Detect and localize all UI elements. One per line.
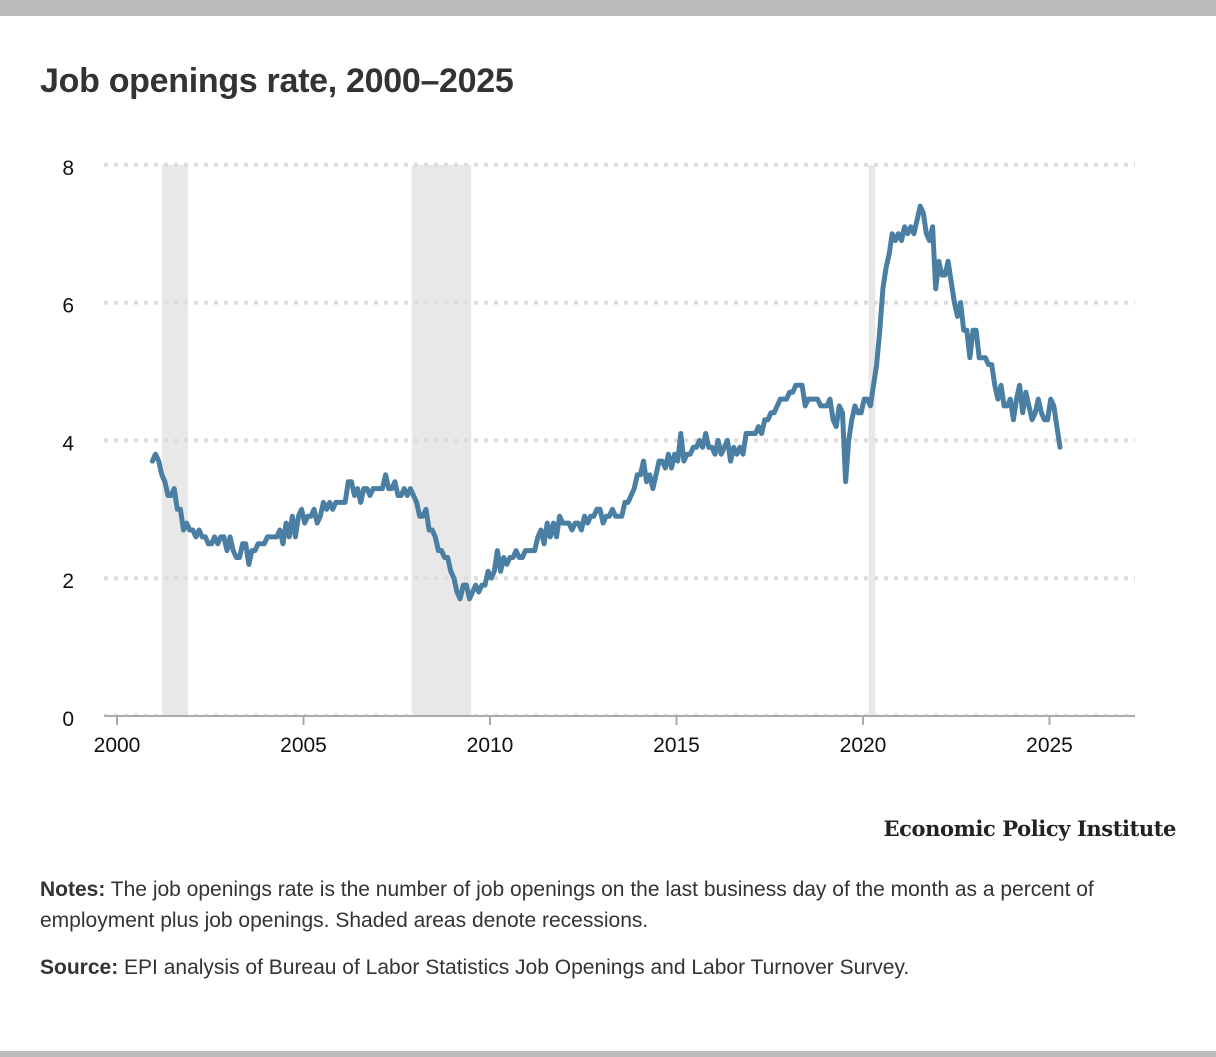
notes-text: The job openings rate is the number of j… (40, 878, 1094, 932)
x-tick-label: 2000 (94, 734, 141, 757)
y-tick-label: 4 (62, 432, 74, 455)
notes-label: Notes: (40, 878, 106, 901)
notes: Notes: The job openings rate is the numb… (40, 874, 1180, 936)
series-line (149, 203, 1063, 602)
x-tick-label: 2015 (653, 734, 700, 757)
source-text: EPI analysis of Bureau of Labor Statisti… (118, 956, 910, 979)
y-tick-label: 6 (62, 295, 74, 318)
chart-title: Job openings rate, 2000–2025 (40, 62, 514, 100)
x-tick-label: 2005 (280, 734, 327, 757)
gridlines (104, 162, 1135, 717)
top-border (0, 0, 1216, 16)
epi-logo: Economic Policy Institute (883, 816, 1177, 841)
line-chart: 0 2 4 6 8 2000 2005 2010 2015 2020 2025 (62, 157, 1135, 757)
source: Source: EPI analysis of Bureau of Labor … (40, 952, 1180, 983)
bottom-border (0, 1051, 1216, 1057)
x-axis: 2000 2005 2010 2015 2020 2025 (94, 715, 1135, 757)
x-tick-label: 2025 (1026, 734, 1073, 757)
recession-band (868, 165, 876, 716)
data-points (152, 206, 1061, 600)
x-tick-label: 2010 (467, 734, 514, 757)
y-tick-label: 8 (62, 157, 74, 180)
y-tick-label: 0 (62, 708, 74, 731)
x-tick-label: 2020 (840, 734, 887, 757)
source-label: Source: (40, 956, 119, 979)
y-axis: 0 2 4 6 8 (62, 157, 74, 731)
recession-bands (161, 165, 876, 716)
recession-band (411, 165, 472, 716)
y-tick-label: 2 (62, 570, 74, 593)
series-layer (149, 203, 1063, 602)
